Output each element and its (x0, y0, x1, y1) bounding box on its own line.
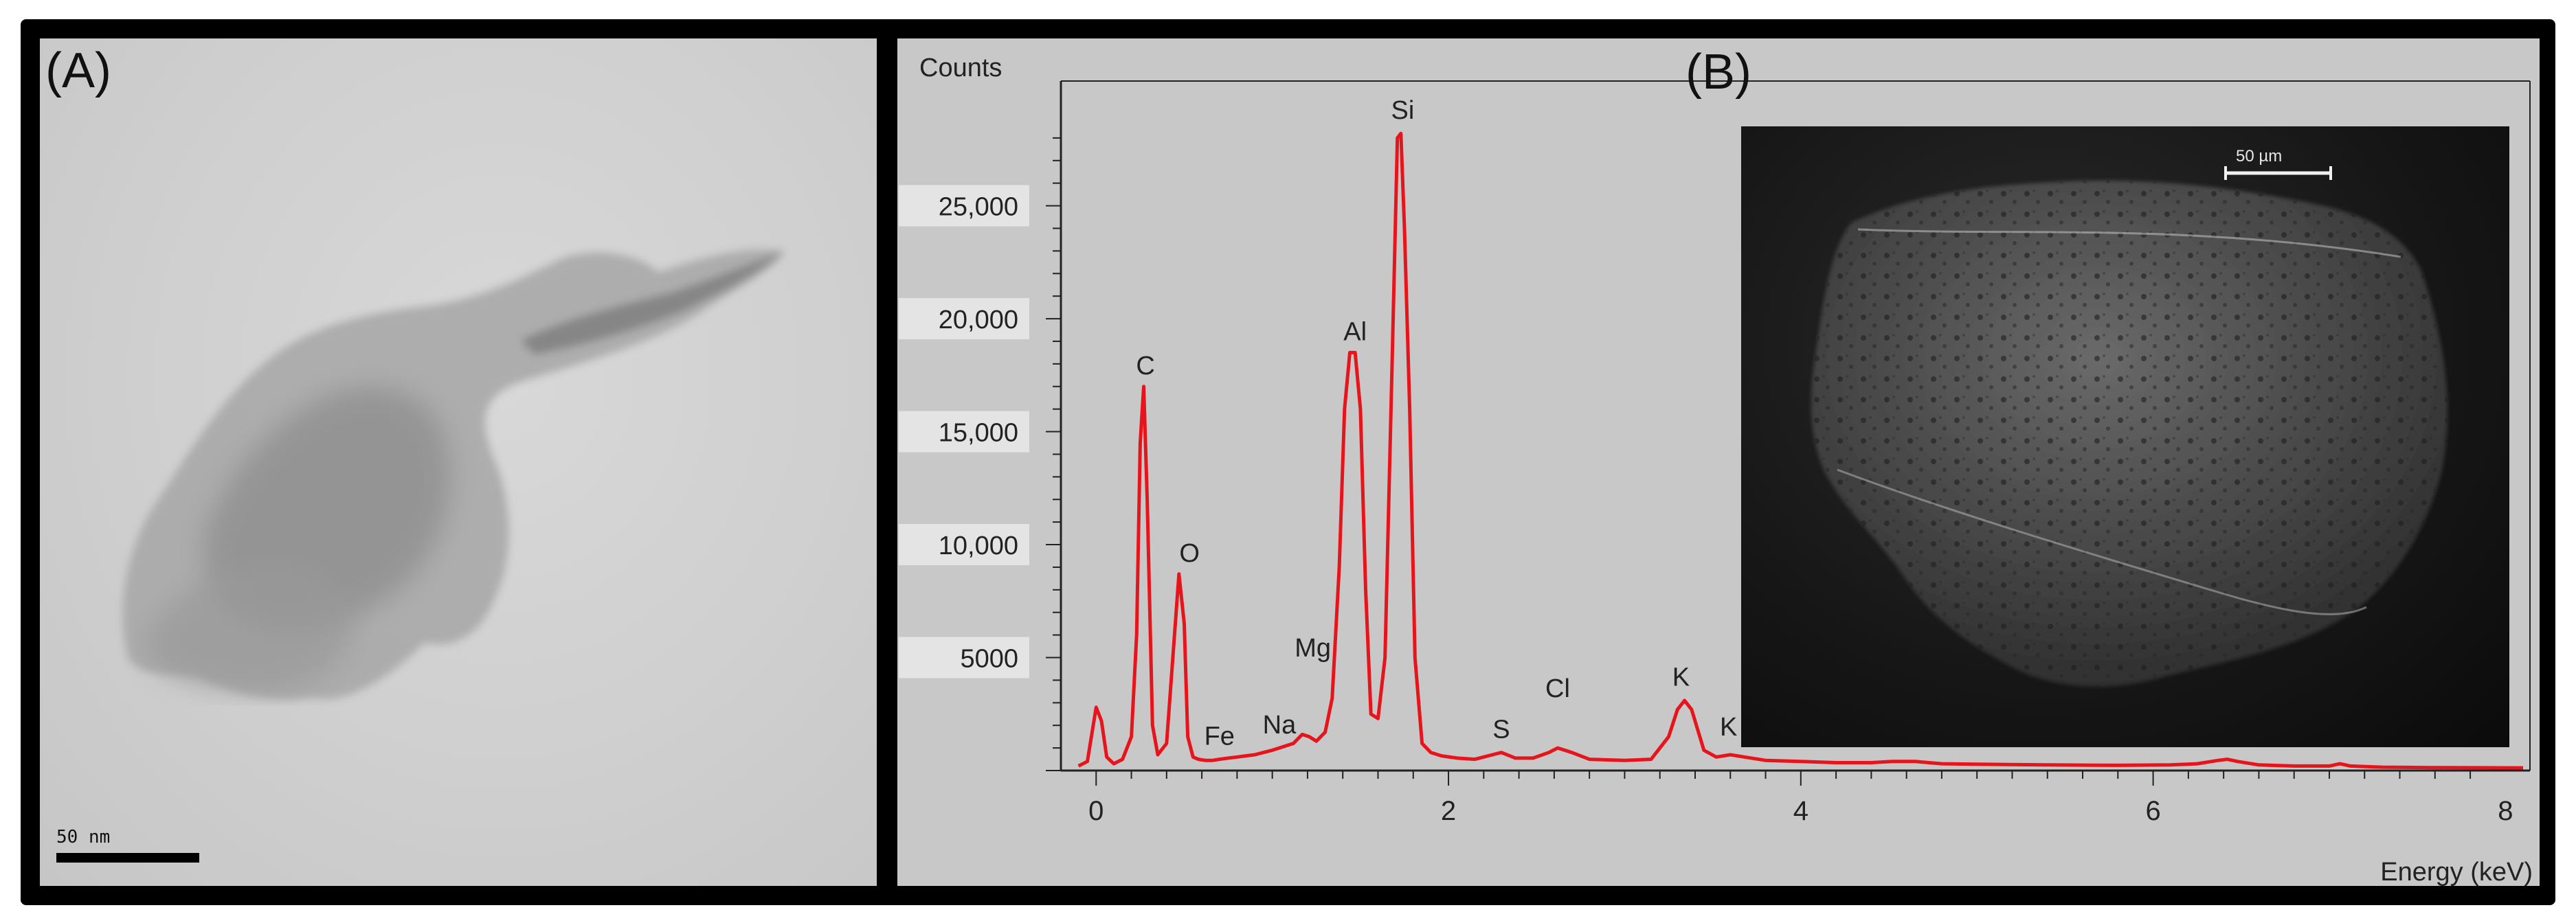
tem-scale-bar-label: 50 nm (56, 827, 111, 847)
y-axis-label: Counts (919, 54, 1003, 82)
y-tick-label: 20,000 (939, 306, 1018, 334)
peak-label: Na (1263, 711, 1297, 740)
peak-label: Cl (1545, 674, 1570, 703)
y-tick-label-band (899, 185, 1029, 227)
peak-label: O (1179, 539, 1200, 568)
panel-a-tem-image: (A) 50 nm (40, 38, 877, 886)
panel-a-label: (A) (45, 43, 111, 98)
y-tick-label-band (899, 411, 1029, 453)
peak-label: K (1672, 663, 1690, 692)
y-tick-label: 5000 (960, 645, 1018, 674)
y-tick-label-band (899, 524, 1029, 566)
peak-label: C (1136, 352, 1154, 380)
x-tick-label: 4 (1793, 796, 1808, 826)
peak-label: Fe (1205, 722, 1235, 751)
peak-label: Si (1391, 96, 1414, 125)
y-tick-label: 15,000 (939, 419, 1018, 448)
peak-label: Al (1343, 317, 1367, 346)
panel-b-edx-spectrum: Counts 5000 10,000 15,000 20,000 25,000 0 2 4 6 8… (897, 38, 2540, 886)
x-tick-label: 0 (1088, 796, 1104, 826)
edx-chart: 5000 10,000 15,000 20,000 25,000 0 2 4 6 8 Energy … (899, 80, 2533, 886)
x-tick-label: 2 (1441, 796, 1456, 826)
peak-label: Mg (1295, 634, 1331, 663)
x-tick-label: 8 (2498, 796, 2513, 826)
tem-particle-image (122, 249, 785, 700)
x-tick-label: 6 (2145, 796, 2160, 826)
peak-label: K (1720, 713, 1737, 742)
y-tick-label-band (899, 298, 1029, 340)
spectrum-line (1077, 131, 2524, 770)
y-tick-label: 10,000 (939, 532, 1018, 560)
sem-inset-image: 50 µm (1741, 126, 2509, 747)
peak-label: S (1492, 715, 1510, 744)
sem-scale-bar-label: 50 µm (2236, 147, 2283, 166)
x-axis-label: Energy (keV) (2380, 858, 2533, 886)
y-tick-label-band (899, 637, 1029, 679)
tem-scale-bar (56, 853, 199, 863)
y-tick-label: 25,000 (939, 193, 1018, 222)
sem-particle-image (1811, 166, 2448, 687)
